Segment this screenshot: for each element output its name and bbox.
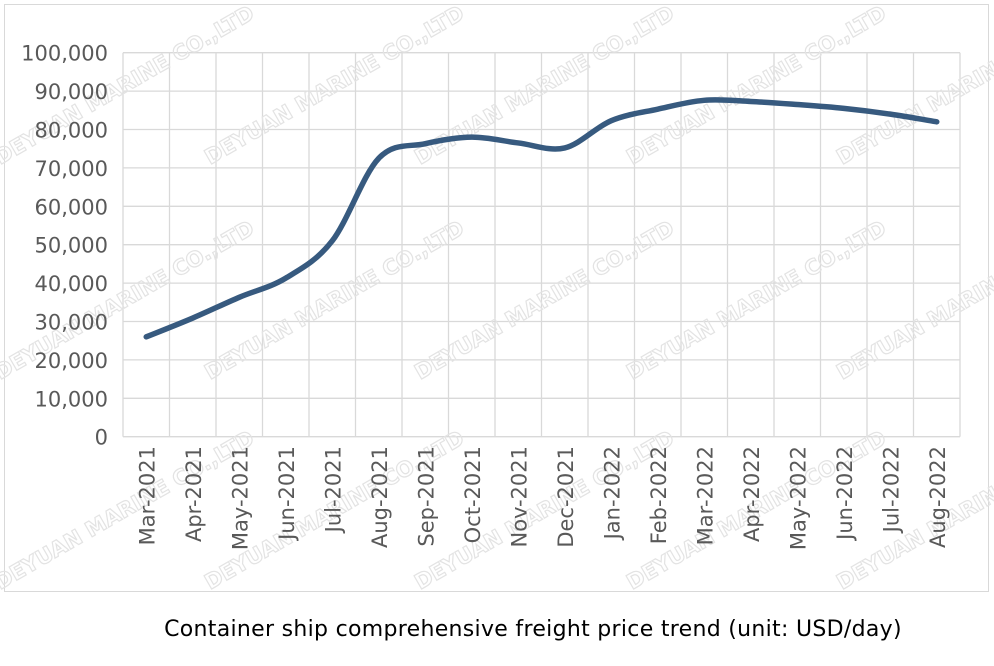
y-tick-label: 60,000 (35, 195, 108, 219)
x-tick-label: Dec-2021 (554, 446, 578, 548)
x-tick-label: Aug-2021 (368, 446, 392, 548)
x-tick-label: Jan-2022 (600, 446, 624, 541)
x-tick-label: Jun-2021 (275, 446, 299, 542)
y-tick-label: 20,000 (35, 349, 108, 373)
x-tick-label: Aug-2022 (926, 446, 950, 548)
y-tick-label: 90,000 (35, 80, 108, 104)
x-tick-label: Mar-2022 (693, 446, 717, 545)
x-tick-label: Apr-2022 (740, 446, 764, 542)
y-tick-label: 70,000 (35, 157, 108, 181)
y-tick-label: 10,000 (35, 387, 108, 411)
gridlines (122, 52, 961, 438)
x-tick-label: May-2022 (786, 446, 810, 550)
x-tick-label: May-2021 (228, 446, 252, 550)
chart-frame (4, 4, 989, 592)
x-tick-label: Jul-2022 (879, 446, 903, 534)
y-tick-label: 30,000 (35, 311, 108, 335)
series-line (143, 97, 940, 340)
x-tick-label: Feb-2022 (647, 446, 671, 544)
y-tick-label: 80,000 (35, 119, 108, 143)
x-tick-label: Sep-2021 (414, 446, 438, 547)
x-tick-label: Nov-2021 (507, 446, 531, 547)
x-tick-label: Jun-2022 (833, 446, 857, 542)
y-tick-label: 0 (95, 426, 108, 450)
data-points (146, 100, 937, 337)
x-tick-label: Jul-2021 (321, 446, 345, 534)
y-tick-label: 100,000 (21, 42, 108, 66)
chart-caption: Container ship comprehensive freight pri… (164, 617, 902, 642)
x-tick-label: Mar-2021 (135, 446, 159, 545)
x-tick-label: Oct-2021 (461, 446, 485, 543)
x-axis-ticks: Mar-2021 Apr-2021 May-2021 Jun-2021 Jul-2021… (135, 446, 950, 550)
y-tick-label: 40,000 (35, 272, 108, 296)
y-tick-label: 50,000 (35, 234, 108, 258)
x-tick-label: Apr-2021 (182, 446, 206, 542)
y-axis-ticks: 0 10,000 20,000 30,000 40,000 50,000 60,000 70,… (21, 42, 108, 450)
